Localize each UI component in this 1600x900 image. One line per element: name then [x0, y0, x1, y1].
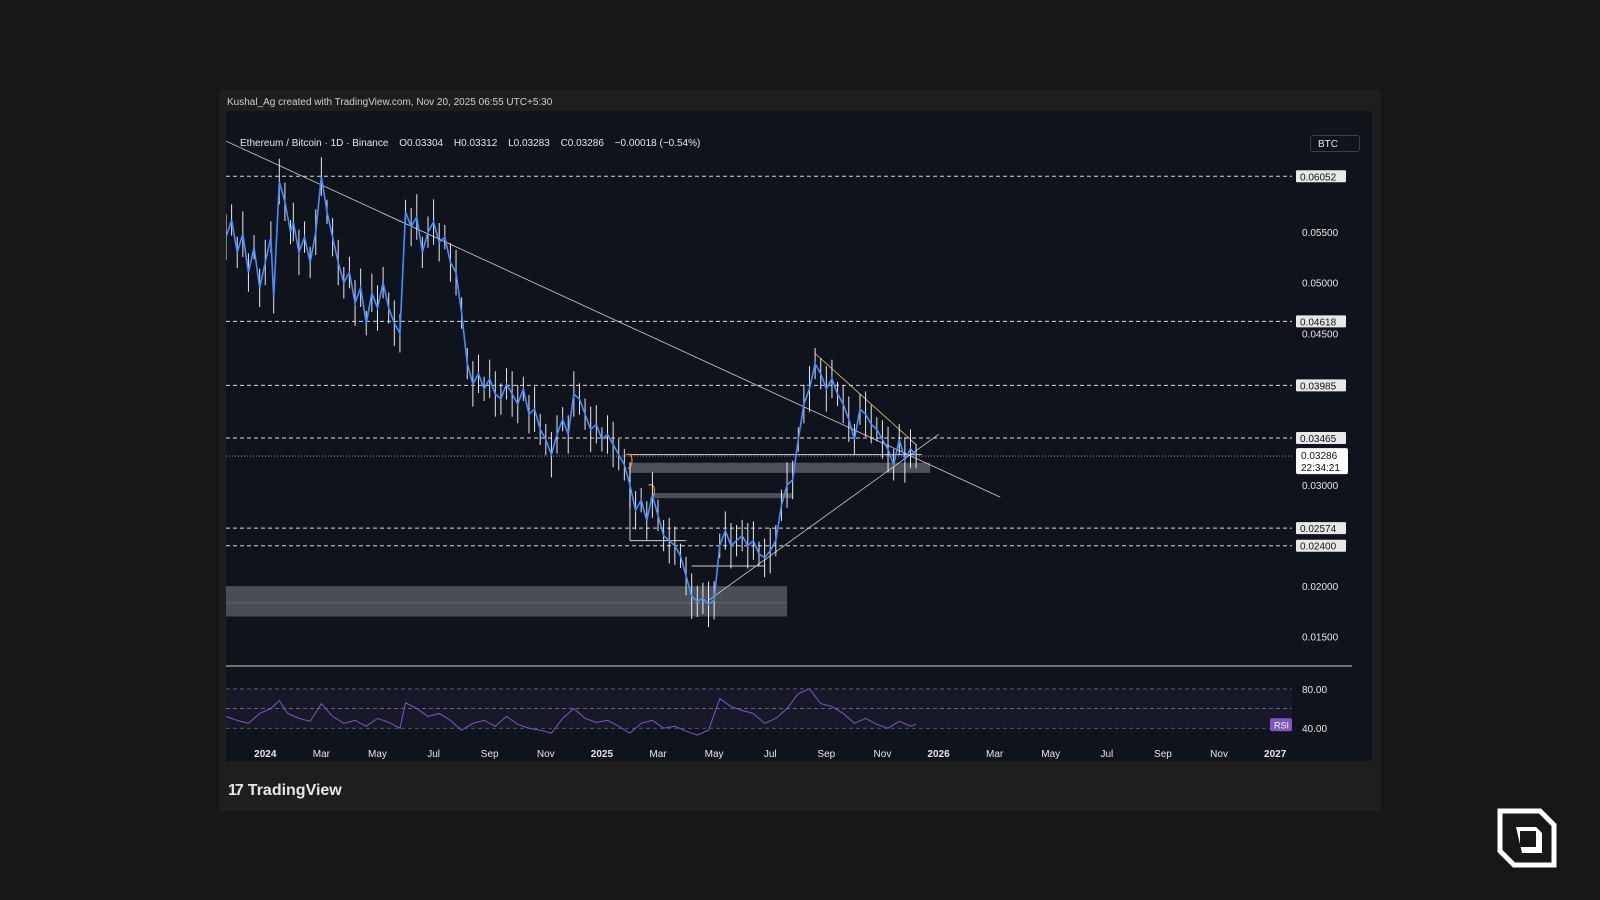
- low-value: L0.03283: [508, 138, 550, 149]
- x-tick-label: 2026: [927, 749, 950, 760]
- ascending-trendline: [708, 434, 939, 601]
- x-tick-label: Sep: [817, 749, 835, 760]
- level-label: 0.03465: [1300, 434, 1337, 445]
- x-tick-label: Jul: [764, 749, 777, 760]
- level-label-box: [1296, 379, 1346, 392]
- rsi-tick-label: 40.00: [1302, 724, 1327, 735]
- y-tick-label: 0.03000: [1302, 481, 1339, 492]
- price-chart-svg[interactable]: 0.06052 0.04618 0.03985 0.03465 0.02574 0.024…: [226, 111, 1372, 761]
- support-zone: [652, 493, 793, 499]
- level-label-box: [1296, 539, 1346, 552]
- price-series-line: [226, 176, 917, 606]
- tradingview-brand: 17 TradingView: [228, 782, 342, 800]
- close-value: C0.03286: [560, 138, 604, 149]
- tradingview-logo-icon: 17: [228, 782, 244, 799]
- y-tick-label: 0.04500: [1302, 329, 1339, 340]
- x-tick-label: May: [368, 749, 387, 760]
- x-tick-label: Mar: [986, 749, 1004, 760]
- x-tick-label: Jul: [1100, 749, 1113, 760]
- level-label: 0.04618: [1300, 317, 1337, 328]
- level-label-box: [1296, 522, 1346, 535]
- rsi-badge-box: [1270, 718, 1292, 732]
- level-label-box: [1296, 170, 1346, 183]
- y-tick-label: 0.02000: [1302, 582, 1339, 593]
- demand-zone: [226, 602, 788, 617]
- countdown-label: 22:34:21: [1301, 463, 1340, 474]
- chart-panel[interactable]: 0.06052 0.04618 0.03985 0.03465 0.02574 0.024…: [226, 111, 1372, 761]
- chart-snapshot: Kushal_Ag created with TradingView.com, …: [219, 90, 1381, 811]
- watermark-logo-icon: [1497, 808, 1557, 868]
- ohlc-legend: Ethereum / Bitcoin · 1D · Binance O0.033…: [240, 138, 708, 149]
- x-tick-label: May: [705, 749, 724, 760]
- currency-button[interactable]: BTC: [1310, 135, 1360, 152]
- level-label: 0.03985: [1300, 381, 1337, 392]
- y-tick-label: 0.01500: [1302, 633, 1339, 644]
- y-tick-label: 0.05000: [1302, 279, 1339, 290]
- x-tick-label: Sep: [1154, 749, 1172, 760]
- demand-zone: [226, 586, 788, 604]
- price-wicks: [226, 157, 917, 628]
- x-tick-label: 2025: [591, 749, 614, 760]
- brand-name: TradingView: [247, 782, 342, 799]
- snapshot-credit: Kushal_Ag created with TradingView.com, …: [227, 97, 553, 108]
- support-zone: [629, 462, 931, 473]
- x-tick-label: Sep: [481, 749, 499, 760]
- symbol-label: Ethereum / Bitcoin · 1D · Binance: [240, 138, 389, 149]
- level-label: 0.02400: [1300, 542, 1337, 553]
- x-tick-label: Mar: [313, 749, 331, 760]
- x-tick-label: Nov: [874, 749, 892, 760]
- x-tick-label: 2027: [1264, 749, 1287, 760]
- level-label-box: [1296, 315, 1346, 328]
- rsi-line: [226, 688, 917, 736]
- change-value: −0.00018 (−0.54%): [614, 138, 701, 149]
- level-label-box: [1296, 431, 1346, 444]
- x-tick-label: Nov: [1210, 749, 1228, 760]
- x-tick-label: Mar: [649, 749, 667, 760]
- current-price-label: 0.03286: [1301, 451, 1338, 462]
- y-tick-label: 0.05500: [1302, 228, 1339, 239]
- x-tick-label: Jul: [427, 749, 440, 760]
- level-label: 0.06052: [1300, 172, 1337, 183]
- high-value: H0.03312: [453, 138, 498, 149]
- x-tick-label: 2024: [254, 749, 277, 760]
- current-price-box: [1296, 448, 1348, 475]
- x-tick-label: Nov: [537, 749, 555, 760]
- rsi-badge: RSI: [1274, 720, 1289, 730]
- x-tick-label: May: [1041, 749, 1060, 760]
- open-value: O0.03304: [399, 138, 444, 149]
- level-label: 0.02574: [1300, 524, 1337, 535]
- rsi-tick-label: 80.00: [1302, 685, 1327, 696]
